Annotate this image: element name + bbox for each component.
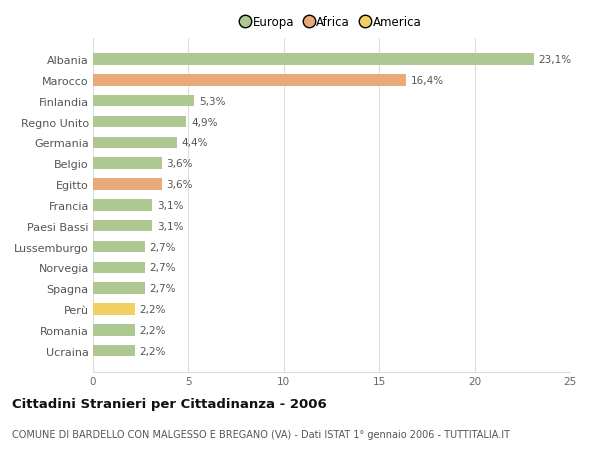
Bar (93, 304, 135, 315)
Bar (93, 75, 406, 86)
Bar (93, 345, 135, 357)
Text: 3,6%: 3,6% (166, 159, 193, 169)
Text: 23,1%: 23,1% (539, 55, 572, 65)
Bar (93, 96, 194, 107)
Text: 5,3%: 5,3% (199, 96, 226, 106)
Bar (93, 241, 145, 253)
Bar (93, 220, 152, 232)
Text: 2,2%: 2,2% (140, 304, 166, 314)
Bar (93, 179, 161, 190)
Text: 4,9%: 4,9% (191, 117, 218, 127)
Bar (93, 117, 187, 128)
Bar (93, 262, 145, 274)
Text: 4,4%: 4,4% (182, 138, 208, 148)
Text: 2,7%: 2,7% (149, 284, 176, 294)
Text: 2,2%: 2,2% (140, 346, 166, 356)
Text: 2,7%: 2,7% (149, 242, 176, 252)
Text: 3,1%: 3,1% (157, 221, 184, 231)
Text: 3,1%: 3,1% (157, 201, 184, 210)
Bar (93, 54, 534, 66)
Text: 2,2%: 2,2% (140, 325, 166, 335)
Text: Cittadini Stranieri per Cittadinanza - 2006: Cittadini Stranieri per Cittadinanza - 2… (12, 397, 327, 410)
Bar (93, 200, 152, 211)
Bar (93, 158, 161, 169)
Text: 3,6%: 3,6% (166, 179, 193, 190)
Text: 16,4%: 16,4% (410, 76, 444, 86)
Bar (93, 137, 177, 149)
Text: 2,7%: 2,7% (149, 263, 176, 273)
Text: COMUNE DI BARDELLO CON MALGESSO E BREGANO (VA) - Dati ISTAT 1° gennaio 2006 - TU: COMUNE DI BARDELLO CON MALGESSO E BREGAN… (12, 429, 510, 439)
Legend: Europa, Africa, America: Europa, Africa, America (237, 11, 426, 34)
Bar (93, 283, 145, 294)
Bar (93, 325, 135, 336)
